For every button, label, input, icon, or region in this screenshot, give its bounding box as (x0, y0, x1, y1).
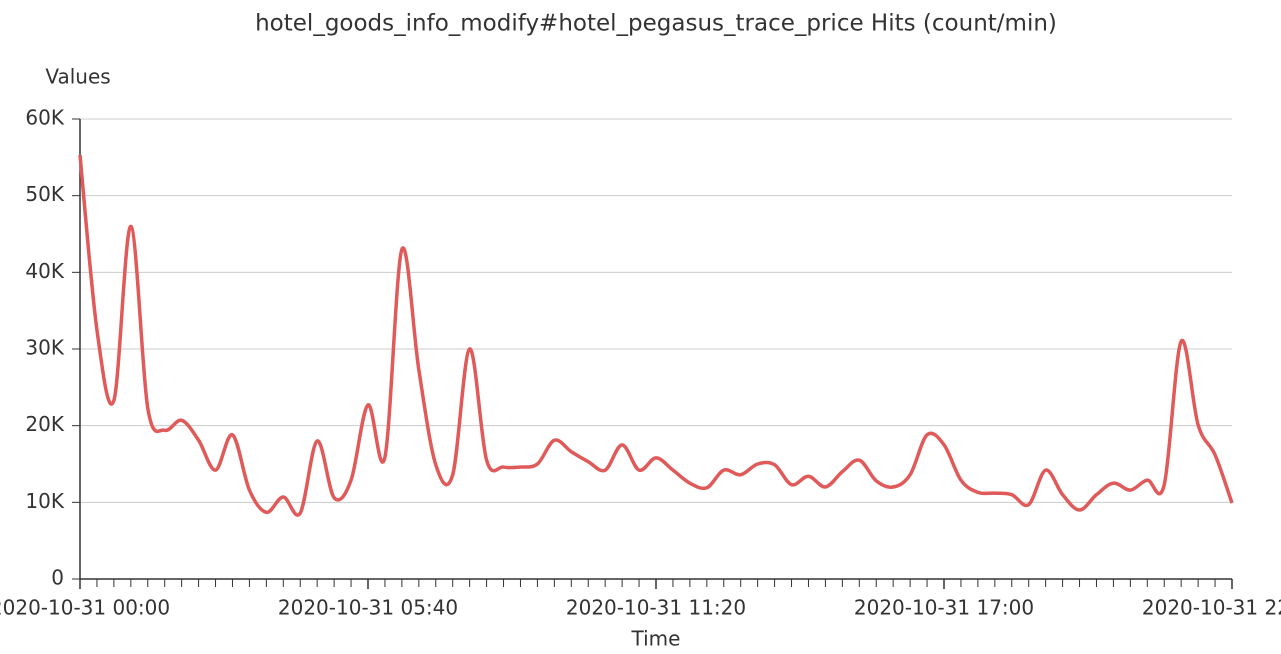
x-axis-label: Time (631, 627, 681, 651)
x-tick-label: 2020-10-31 05:40 (278, 596, 458, 620)
y-tick-label: 60K (25, 106, 64, 130)
line-series (78, 154, 1234, 517)
y-tick-label: 40K (25, 259, 64, 283)
x-tick-label: 2020-10-31 17:00 (854, 596, 1034, 620)
y-tick-label: 50K (25, 182, 64, 206)
y-tick-label: 20K (25, 412, 64, 436)
y-axis-label: Values (45, 65, 110, 89)
x-tick-label: 2020-10-31 00:00 (0, 596, 170, 620)
y-tick-label: 10K (25, 489, 64, 513)
x-tick-label: 2020-10-31 22:40 (1142, 596, 1281, 620)
y-tick-label: 0 (51, 566, 64, 590)
x-tick-label: 2020-10-31 11:20 (566, 596, 746, 620)
y-tick-label: 30K (25, 336, 64, 360)
chart-title: hotel_goods_info_modify#hotel_pegasus_tr… (255, 11, 1057, 37)
